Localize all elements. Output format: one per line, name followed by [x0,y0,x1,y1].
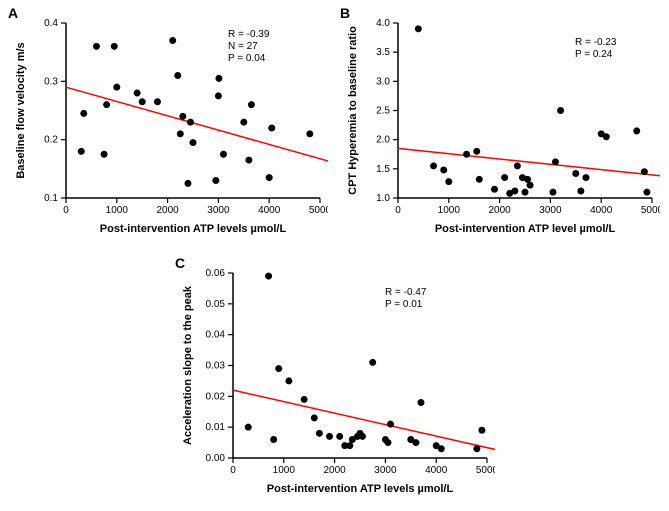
panel-c: C 0100020003000400050000.000.010.020.030… [175,255,495,500]
svg-text:5000: 5000 [476,465,495,476]
svg-text:1000: 1000 [106,205,129,216]
svg-text:4000: 4000 [590,205,613,216]
svg-text:2.5: 2.5 [376,106,390,117]
svg-text:0.03: 0.03 [206,361,226,372]
svg-text:1.0: 1.0 [376,193,390,204]
svg-text:N = 27: N = 27 [228,41,258,52]
svg-text:R = -0.39: R = -0.39 [228,29,270,40]
panel-a-chart: 0 1000 2000 3000 4000 5000 0.1 0.2 0.3 0.4 Post-in… [8,5,328,240]
svg-text:3000: 3000 [374,465,397,476]
svg-text:0: 0 [63,205,69,216]
svg-text:0.4: 0.4 [44,18,58,29]
svg-text:Post-intervention ATP levels µ: Post-intervention ATP levels µmol/L [267,483,454,495]
panel-b-chart: 0 1000 2000 3000 4000 5000 1.0 1.5 2.0 2.5 3.0 3.5 4… [340,5,660,240]
svg-text:P = 0.04: P = 0.04 [228,53,266,64]
svg-text:4000: 4000 [258,205,281,216]
svg-text:Post-intervention ATP level µm: Post-intervention ATP level µmol/L [435,223,616,235]
svg-text:1000: 1000 [273,465,296,476]
svg-text:3000: 3000 [539,205,562,216]
svg-text:4.0: 4.0 [376,18,390,29]
svg-text:0: 0 [395,205,401,216]
figure-root: A 0 1000 2000 3000 4000 5000 0.1 0.2 0.3 0.4 Post-… [0,0,669,511]
svg-text:0.1: 0.1 [44,193,58,204]
svg-text:5000: 5000 [309,205,328,216]
svg-text:4000: 4000 [425,465,448,476]
svg-text:P = 0.24: P = 0.24 [575,49,613,60]
svg-text:2.0: 2.0 [376,135,390,146]
svg-text:1000: 1000 [438,205,461,216]
svg-text:2000: 2000 [488,205,511,216]
svg-text:0: 0 [230,465,236,476]
svg-text:Acceleration slope to the peak: Acceleration slope to the peak [182,285,194,445]
svg-text:0.3: 0.3 [44,76,58,87]
svg-text:5000: 5000 [641,205,660,216]
svg-text:P = 0.01: P = 0.01 [385,299,423,310]
svg-text:0.00: 0.00 [206,453,226,464]
svg-text:0.01: 0.01 [206,422,226,433]
svg-text:0.04: 0.04 [206,330,226,341]
svg-text:0.05: 0.05 [206,299,226,310]
svg-text:3.5: 3.5 [376,47,390,58]
svg-text:1.5: 1.5 [376,164,390,175]
svg-text:0.06: 0.06 [206,268,226,279]
panel-b: B 0 1000 2000 3000 4000 5000 1.0 1.5 2.0 2.5 3.0 3.… [340,5,660,240]
svg-text:Baseline flow velocity m/s: Baseline flow velocity m/s [15,42,27,178]
svg-text:2000: 2000 [323,465,346,476]
svg-text:3.0: 3.0 [376,76,390,87]
svg-text:Post-intervention ATP levels µ: Post-intervention ATP levels µmol/L [100,223,287,235]
panel-c-chart: 0 1000 2000 3000 4000 5000 0.00 0.01 0.02 0.03 0.0… [175,255,495,500]
svg-text:0.2: 0.2 [44,135,58,146]
panel-b-label: B [340,5,350,21]
svg-text:R = -0.47: R = -0.47 [385,287,427,298]
panel-a: A 0 1000 2000 3000 4000 5000 0.1 0.2 0.3 0.4 Post-… [8,5,328,240]
svg-text:2000: 2000 [156,205,179,216]
svg-text:CPT Hyperemia to baseline rati: CPT Hyperemia to baseline ratio [347,26,359,195]
panel-c-label: C [175,255,185,271]
panel-a-label: A [8,5,18,21]
svg-text:3000: 3000 [207,205,230,216]
svg-text:0.02: 0.02 [206,391,226,402]
svg-text:R = -0.23: R = -0.23 [575,37,617,48]
